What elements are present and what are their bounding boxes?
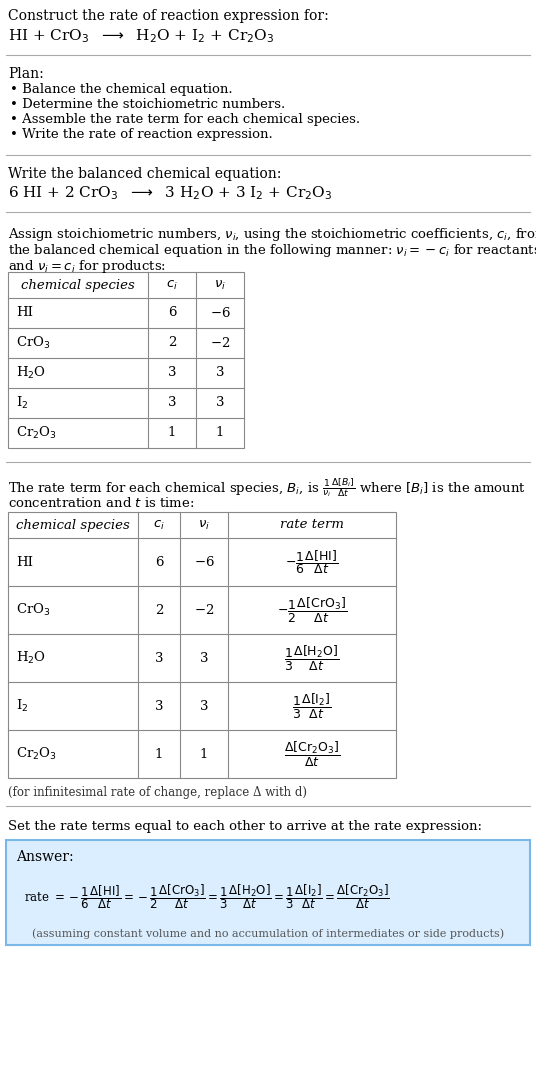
Text: (for infinitesimal rate of change, replace Δ with d): (for infinitesimal rate of change, repla… bbox=[8, 786, 307, 799]
Text: Cr$_2$O$_3$: Cr$_2$O$_3$ bbox=[16, 746, 57, 762]
Text: $-$2: $-$2 bbox=[194, 603, 214, 617]
Text: 2: 2 bbox=[155, 604, 163, 617]
Text: $\nu_i$: $\nu_i$ bbox=[214, 278, 226, 291]
Text: The rate term for each chemical species, $B_i$, is $\frac{1}{\nu_i}\frac{\Delta[: The rate term for each chemical species,… bbox=[8, 476, 526, 499]
Text: the balanced chemical equation in the following manner: $\nu_i = -c_i$ for react: the balanced chemical equation in the fo… bbox=[8, 242, 536, 259]
Text: (assuming constant volume and no accumulation of intermediates or side products): (assuming constant volume and no accumul… bbox=[32, 928, 504, 938]
Text: I$_2$: I$_2$ bbox=[16, 395, 28, 411]
Text: HI: HI bbox=[16, 306, 33, 319]
Bar bbox=[8, 272, 244, 448]
Text: 1: 1 bbox=[200, 748, 208, 761]
Text: 3: 3 bbox=[168, 366, 176, 379]
Text: $\dfrac{\Delta[\mathrm{Cr_2O_3}]}{\Delta t}$: $\dfrac{\Delta[\mathrm{Cr_2O_3}]}{\Delta… bbox=[284, 739, 340, 768]
Text: • Determine the stoichiometric numbers.: • Determine the stoichiometric numbers. bbox=[10, 98, 285, 111]
Text: $-\dfrac{1}{2}\dfrac{\Delta[\mathrm{CrO_3}]}{\Delta t}$: $-\dfrac{1}{2}\dfrac{\Delta[\mathrm{CrO_… bbox=[277, 595, 347, 625]
Text: and $\nu_i = c_i$ for products:: and $\nu_i = c_i$ for products: bbox=[8, 258, 166, 275]
Text: Write the balanced chemical equation:: Write the balanced chemical equation: bbox=[8, 167, 281, 181]
Text: CrO$_3$: CrO$_3$ bbox=[16, 335, 50, 351]
Text: • Assemble the rate term for each chemical species.: • Assemble the rate term for each chemic… bbox=[10, 113, 360, 126]
Text: 1: 1 bbox=[216, 426, 224, 439]
Text: 1: 1 bbox=[155, 748, 163, 761]
Text: • Balance the chemical equation.: • Balance the chemical equation. bbox=[10, 83, 233, 96]
Bar bbox=[8, 512, 396, 778]
Text: H$_2$O: H$_2$O bbox=[16, 365, 46, 382]
Text: 1: 1 bbox=[168, 426, 176, 439]
Text: 3: 3 bbox=[216, 397, 224, 410]
Text: CrO$_3$: CrO$_3$ bbox=[16, 602, 50, 618]
Text: $-$6: $-$6 bbox=[210, 306, 230, 320]
Text: $\dfrac{1}{3}\dfrac{\Delta[\mathrm{H_2O}]}{\Delta t}$: $\dfrac{1}{3}\dfrac{\Delta[\mathrm{H_2O}… bbox=[285, 643, 339, 673]
Text: HI: HI bbox=[16, 556, 33, 569]
Text: $\nu_i$: $\nu_i$ bbox=[198, 519, 210, 532]
Text: chemical species: chemical species bbox=[16, 519, 130, 532]
Text: 6 HI + 2 CrO$_3$  $\longrightarrow$  3 H$_2$O + 3 I$_2$ + Cr$_2$O$_3$: 6 HI + 2 CrO$_3$ $\longrightarrow$ 3 H$_… bbox=[8, 184, 332, 202]
Text: 3: 3 bbox=[168, 397, 176, 410]
Text: 3: 3 bbox=[200, 700, 209, 713]
Text: $-$2: $-$2 bbox=[210, 336, 230, 350]
Text: HI + CrO$_3$  $\longrightarrow$  H$_2$O + I$_2$ + Cr$_2$O$_3$: HI + CrO$_3$ $\longrightarrow$ H$_2$O + … bbox=[8, 27, 274, 45]
Text: 3: 3 bbox=[155, 700, 163, 713]
Text: 3: 3 bbox=[216, 366, 224, 379]
Text: 6: 6 bbox=[155, 556, 163, 569]
Text: 2: 2 bbox=[168, 337, 176, 350]
Text: Set the rate terms equal to each other to arrive at the rate expression:: Set the rate terms equal to each other t… bbox=[8, 820, 482, 833]
Text: $-\dfrac{1}{6}\dfrac{\Delta[\mathrm{HI}]}{\Delta t}$: $-\dfrac{1}{6}\dfrac{\Delta[\mathrm{HI}]… bbox=[285, 548, 339, 576]
Text: 6: 6 bbox=[168, 306, 176, 319]
Text: • Write the rate of reaction expression.: • Write the rate of reaction expression. bbox=[10, 128, 273, 141]
Text: I$_2$: I$_2$ bbox=[16, 698, 28, 714]
Text: concentration and $t$ is time:: concentration and $t$ is time: bbox=[8, 496, 195, 510]
Text: chemical species: chemical species bbox=[21, 279, 135, 291]
Text: Assign stoichiometric numbers, $\nu_i$, using the stoichiometric coefficients, $: Assign stoichiometric numbers, $\nu_i$, … bbox=[8, 226, 536, 243]
Text: rate $= -\dfrac{1}{6}\dfrac{\Delta[\mathrm{HI}]}{\Delta t} = -\dfrac{1}{2}\dfrac: rate $= -\dfrac{1}{6}\dfrac{\Delta[\math… bbox=[24, 882, 390, 911]
Text: H$_2$O: H$_2$O bbox=[16, 650, 46, 666]
Text: Plan:: Plan: bbox=[8, 66, 44, 81]
Text: 3: 3 bbox=[155, 652, 163, 665]
Text: $-$6: $-$6 bbox=[193, 555, 214, 569]
Text: rate term: rate term bbox=[280, 519, 344, 532]
Text: $c_i$: $c_i$ bbox=[166, 278, 178, 291]
Text: 3: 3 bbox=[200, 652, 209, 665]
Text: Construct the rate of reaction expression for:: Construct the rate of reaction expressio… bbox=[8, 9, 329, 23]
Text: Cr$_2$O$_3$: Cr$_2$O$_3$ bbox=[16, 425, 57, 441]
Text: $c_i$: $c_i$ bbox=[153, 519, 165, 532]
Text: $\dfrac{1}{3}\dfrac{\Delta[\mathrm{I_2}]}{\Delta t}$: $\dfrac{1}{3}\dfrac{\Delta[\mathrm{I_2}]… bbox=[292, 691, 332, 720]
Text: Answer:: Answer: bbox=[16, 850, 73, 864]
FancyBboxPatch shape bbox=[6, 840, 530, 945]
